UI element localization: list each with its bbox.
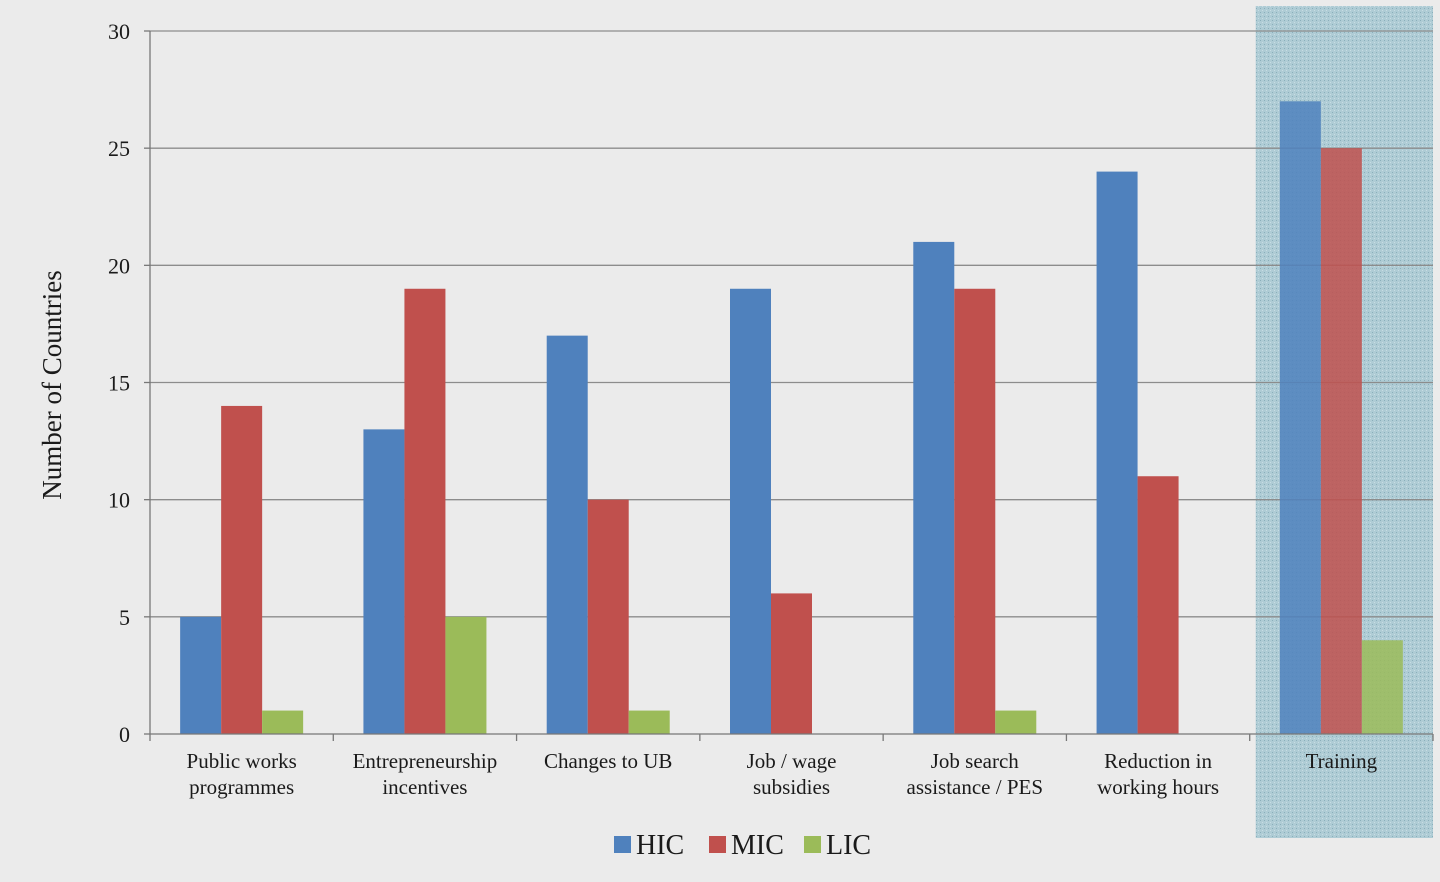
- bar-hic: [730, 288, 771, 734]
- y-tick-label: 10: [108, 488, 130, 513]
- legend-label-hic: HIC: [636, 830, 684, 861]
- category-label: Job search assistance / PES: [907, 749, 1044, 799]
- bar-mic: [771, 593, 812, 734]
- legend-label-lic: LIC: [826, 830, 871, 861]
- bar-hic: [363, 429, 405, 734]
- bar-hic: [1279, 101, 1321, 735]
- y-tick-label: 5: [119, 605, 130, 630]
- bar-hic: [546, 335, 588, 734]
- bar-lic: [995, 710, 1037, 734]
- bar-mic: [1320, 148, 1362, 734]
- bar-mic: [1137, 476, 1179, 734]
- bar-lic: [262, 710, 304, 734]
- category-label: Reduction in working hours: [1097, 749, 1219, 799]
- y-axis-label: Number of Countries: [37, 270, 67, 499]
- bar-hic: [913, 241, 955, 734]
- bar-mic: [404, 288, 446, 734]
- y-tick-label: 25: [108, 136, 130, 161]
- category-label: Changes to UB: [544, 749, 672, 773]
- y-tick-label: 20: [108, 253, 130, 278]
- bar-mic: [587, 499, 629, 734]
- legend-swatch-hic: [614, 836, 631, 853]
- legend-swatch-mic: [709, 836, 726, 853]
- category-label: Training: [1306, 749, 1378, 773]
- bar-mic: [954, 288, 996, 734]
- category-label: Public works programmes: [187, 749, 297, 799]
- bar-hic: [1096, 171, 1138, 735]
- bar-mic: [221, 405, 263, 734]
- y-tick-label: 0: [119, 722, 130, 747]
- category-label: Entrepreneurship incentives: [353, 749, 498, 799]
- y-tick-label: 30: [108, 19, 130, 44]
- legend-label-mic: MIC: [731, 830, 784, 861]
- bar-lic: [445, 616, 487, 734]
- y-tick-label: 15: [108, 371, 130, 396]
- bar-lic: [1361, 640, 1403, 734]
- bar-lic: [628, 710, 670, 734]
- bar-hic: [180, 616, 222, 734]
- category-label: Job / wage subsidies: [747, 749, 837, 799]
- legend-swatch-lic: [804, 836, 821, 853]
